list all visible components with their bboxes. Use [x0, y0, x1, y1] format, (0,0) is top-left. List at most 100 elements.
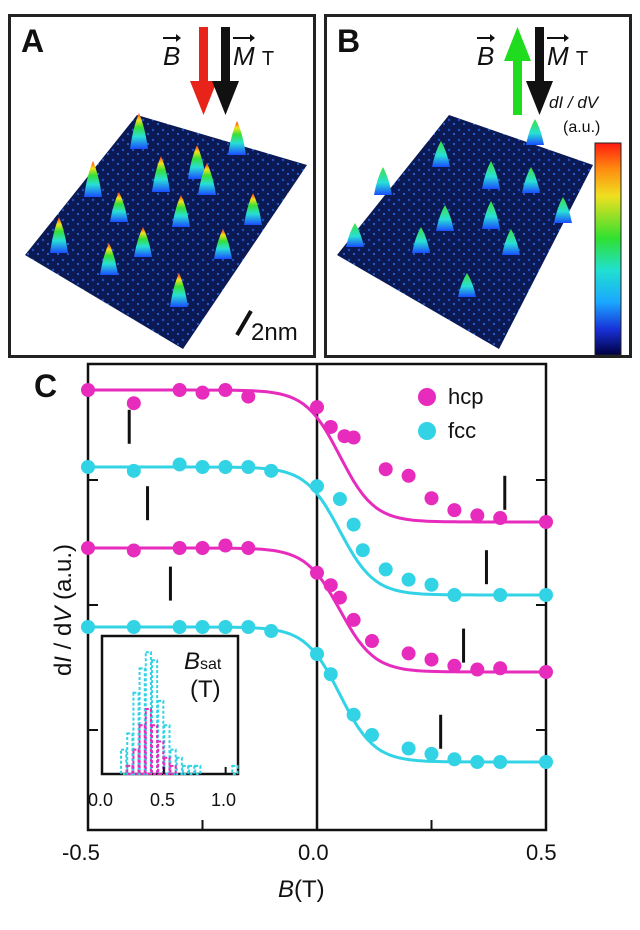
panel-b-letter: B	[337, 23, 361, 59]
histogram-bar	[157, 699, 165, 775]
panel-b-topography	[337, 115, 622, 355]
data-point	[346, 430, 361, 445]
data-point	[126, 620, 141, 634]
adatom-spike	[170, 273, 188, 307]
histogram-bar	[126, 764, 134, 775]
legend-marker	[418, 388, 436, 406]
adatom-spike	[198, 163, 216, 195]
adatom-spike	[412, 227, 430, 253]
data-point	[310, 647, 324, 661]
adatom-spike	[244, 193, 262, 225]
panel-a: A	[8, 14, 316, 358]
data-point	[310, 479, 324, 494]
data-point	[539, 755, 553, 769]
data-point	[424, 746, 439, 761]
data-point	[310, 400, 324, 415]
panel-a-letter: A	[21, 23, 45, 59]
adatom-spike	[554, 197, 572, 223]
data-point	[493, 588, 508, 602]
x-tick-label: -0.5	[62, 840, 100, 865]
fit-curve	[88, 625, 546, 764]
tip-magnetization-arrow	[212, 27, 239, 115]
data-point	[195, 541, 210, 555]
vector-arrow-icon	[547, 34, 569, 42]
adatom-spike	[436, 205, 454, 231]
panel-b: B	[324, 14, 632, 358]
adatom-spike	[152, 156, 170, 192]
data-point	[447, 588, 462, 602]
inset-unit: (T)	[190, 676, 221, 703]
adatom-spike	[502, 229, 520, 255]
data-point	[172, 383, 187, 397]
data-point	[447, 752, 462, 767]
data-point	[218, 620, 233, 634]
legend-marker	[418, 422, 436, 440]
adatom-spike	[458, 273, 476, 297]
data-point	[172, 541, 187, 555]
histogram-bar	[138, 724, 146, 775]
adatom-spike	[100, 243, 118, 275]
adatom-spike	[134, 227, 152, 257]
data-point	[81, 383, 95, 397]
adatom-spike	[84, 161, 102, 197]
data-point	[126, 396, 141, 411]
data-point	[337, 429, 352, 444]
data-point	[172, 457, 187, 472]
adatom-spike	[228, 121, 246, 155]
data-point	[172, 620, 187, 634]
vector-arrow-icon	[477, 34, 495, 42]
panel-c-letter: C	[34, 368, 58, 404]
m-subscript: T	[575, 48, 589, 70]
histogram-bar	[169, 764, 177, 775]
data-point	[539, 665, 553, 679]
x-tick-label: 0.5	[526, 840, 557, 865]
histogram-bar	[231, 764, 239, 775]
histogram-bar	[194, 764, 202, 775]
data-point	[346, 517, 361, 532]
surface-plane	[337, 115, 593, 349]
legend-label: fcc	[448, 418, 477, 443]
fit-curve	[88, 546, 546, 674]
data-point	[364, 728, 379, 742]
x-axis-label: B(T)	[278, 876, 325, 903]
data-point	[195, 385, 210, 400]
data-point	[401, 468, 416, 483]
histogram-bar	[150, 659, 159, 775]
b-symbol: B	[163, 41, 181, 71]
vector-arrow-icon	[163, 34, 181, 42]
data-point	[493, 755, 508, 769]
m-symbol: M	[547, 41, 569, 71]
data-point	[218, 383, 233, 397]
adatom-spike	[188, 145, 206, 179]
data-point	[323, 578, 338, 593]
data-point	[264, 624, 279, 639]
y-axis-label: dI / dV (a.u.)	[50, 543, 77, 677]
histogram-bar	[138, 667, 146, 775]
data-point	[424, 577, 439, 592]
data-point	[424, 652, 439, 667]
data-point	[195, 620, 210, 634]
data-point	[424, 491, 439, 506]
data-point	[493, 661, 508, 676]
histogram-bar	[144, 651, 152, 775]
histogram-bar	[163, 756, 171, 775]
data-point	[401, 572, 416, 587]
adatom-spike	[482, 201, 500, 229]
field-arrow	[190, 27, 217, 115]
histogram-bar	[163, 724, 171, 775]
data-point	[401, 646, 416, 661]
surface-plane	[25, 115, 307, 349]
histogram-bar	[157, 740, 165, 775]
data-point	[539, 588, 553, 602]
data-point	[323, 667, 338, 682]
data-point	[218, 460, 233, 474]
x-tick-label: 0.0	[298, 840, 329, 865]
histogram-bar	[144, 708, 152, 775]
data-point	[241, 541, 256, 555]
b-vector-label: B	[163, 34, 181, 72]
data-point	[447, 503, 462, 518]
data-point	[447, 658, 462, 673]
colorbar-label-2: (a.u.)	[563, 119, 601, 136]
data-point	[378, 462, 393, 477]
colorbar	[594, 142, 622, 355]
